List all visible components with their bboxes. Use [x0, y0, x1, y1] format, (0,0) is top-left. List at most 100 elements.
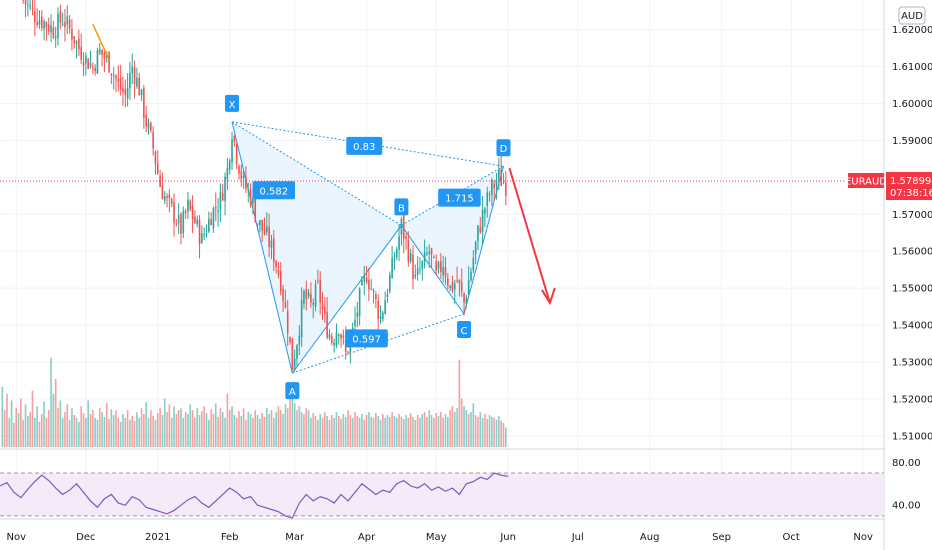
candle-body: [22, 0, 25, 1]
volume-bar: [370, 416, 373, 447]
candle-body: [282, 288, 284, 302]
candle-body: [504, 182, 507, 196]
candle-body: [238, 165, 240, 174]
volume-bar: [170, 417, 173, 447]
volume-bar: [319, 414, 322, 447]
volume-bar: [344, 416, 347, 447]
volume-bar: [96, 419, 99, 447]
candle-body: [430, 248, 433, 255]
volume-bar: [363, 419, 366, 447]
volume-bar: [317, 419, 319, 447]
price-tick-label: 1.59000: [892, 136, 932, 147]
ratio-label-text: 0.83: [353, 142, 375, 153]
volume-bar: [270, 410, 273, 447]
ratio-label: 0.582: [252, 181, 296, 200]
candle-body: [163, 196, 166, 201]
volume-bar: [105, 403, 108, 447]
candle-body: [231, 139, 233, 163]
candle-body: [122, 88, 124, 93]
volume-bar: [119, 421, 122, 447]
candle-body: [317, 280, 319, 282]
volume-bar: [277, 406, 280, 447]
candle-body: [75, 41, 78, 44]
volume-bar: [333, 417, 335, 447]
candle-body: [379, 316, 382, 319]
volume-bar: [453, 412, 456, 447]
candle-body: [449, 285, 451, 289]
volume-bar: [491, 416, 493, 447]
volume-bar: [138, 417, 141, 447]
volume-bar: [161, 414, 164, 447]
countdown-text: 07:38:16: [890, 188, 932, 199]
candle-body: [426, 253, 428, 255]
volume-bar: [112, 414, 115, 447]
volume-bar: [129, 419, 131, 447]
point-label-bg: [496, 139, 511, 157]
candle-body: [212, 207, 215, 229]
volume-bar: [212, 414, 215, 447]
volume-bar: [15, 408, 18, 447]
candle-body: [375, 294, 377, 300]
candle-body: [256, 223, 259, 225]
candle-body: [456, 280, 458, 282]
volume-bar: [337, 415, 340, 447]
volume-bar: [349, 414, 352, 447]
candle-body: [156, 163, 159, 174]
volume-bar: [177, 410, 180, 447]
volume-bar: [59, 400, 62, 447]
volume-bar: [481, 417, 484, 447]
candle-body: [414, 274, 417, 278]
volume-bar: [414, 419, 417, 447]
candle-body: [328, 334, 331, 339]
candle-body: [382, 312, 384, 320]
candle-body: [407, 239, 410, 262]
candle-body: [502, 182, 505, 184]
volume-bar: [282, 414, 284, 447]
candle-body: [115, 75, 117, 79]
volume-bar: [419, 417, 421, 447]
candle-body: [433, 257, 435, 259]
time-tick-label: Aug: [640, 532, 660, 543]
volume-bar: [268, 414, 270, 447]
volume-bar: [368, 412, 370, 447]
volume-bar: [377, 415, 380, 447]
candle-body: [147, 123, 150, 129]
candle-body: [29, 5, 31, 8]
time-tick-label: Mar: [285, 532, 305, 543]
volume-bar: [110, 409, 113, 447]
volume-bar: [217, 416, 219, 447]
candle-body: [168, 194, 171, 199]
candle-body: [321, 304, 324, 309]
volume-bar: [472, 403, 475, 447]
volume-bar: [8, 417, 11, 447]
candle-body: [150, 122, 152, 131]
candle-body: [335, 333, 338, 346]
volume-bar: [354, 412, 356, 447]
candle-body: [68, 19, 71, 29]
candle-body: [310, 294, 312, 303]
symbol-tag-text: EURAUD: [845, 177, 887, 188]
volume-bar: [296, 410, 298, 447]
candle-body: [272, 238, 275, 263]
volume-bar: [6, 393, 8, 447]
time-tick-label: Nov: [6, 532, 26, 543]
volume-bar: [504, 427, 507, 447]
volume-bar: [395, 417, 398, 447]
candle-body: [451, 282, 454, 291]
candle-body: [228, 160, 231, 170]
candle-body: [226, 167, 229, 180]
candle-body: [159, 175, 161, 187]
candle-body: [249, 189, 252, 205]
candle-body: [98, 48, 101, 54]
axes: 1.620001.610001.600001.590001.580001.570…: [6, 0, 932, 550]
volume-bar: [421, 414, 424, 447]
candle-body: [108, 52, 110, 73]
volume-bar: [470, 412, 472, 447]
candle-body: [337, 334, 340, 337]
volume-bar: [122, 414, 124, 447]
candle-body: [33, 11, 36, 22]
candle-body: [402, 215, 405, 239]
candle-body: [324, 307, 326, 314]
candle-body: [38, 20, 41, 25]
volume-bar: [488, 414, 491, 447]
